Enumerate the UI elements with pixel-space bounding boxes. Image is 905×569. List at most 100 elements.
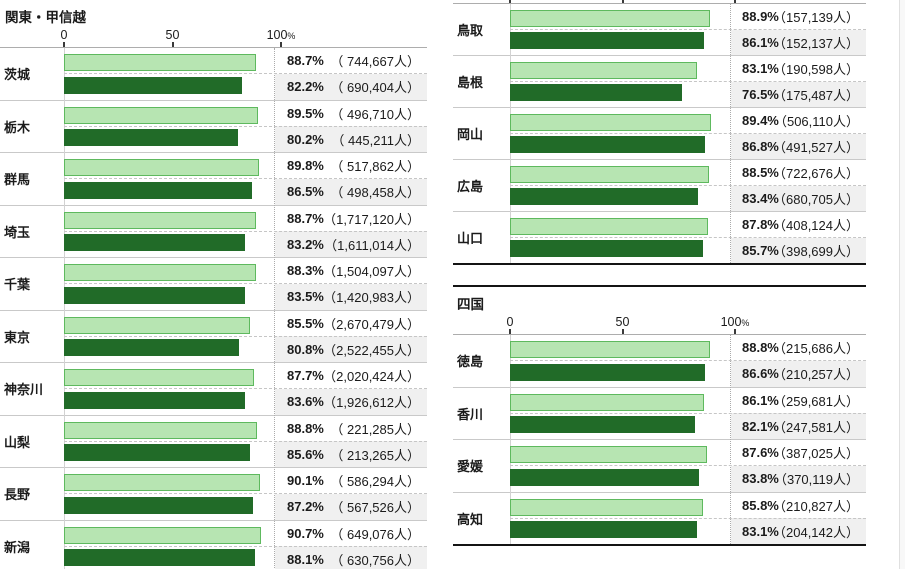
axis-tick-stub xyxy=(509,0,511,3)
percent-label: 87.8% xyxy=(742,217,779,233)
bar-dark-lower xyxy=(64,181,252,199)
count-label: （210,257人） xyxy=(773,367,859,383)
prefecture-row: 埼玉 88.7% （1,717,120人） 83.2% （1,611,014人） xyxy=(0,206,427,258)
prefecture-row: 神奈川 87.7% （2,020,424人） 83.6% （1,926,612人） xyxy=(0,363,427,416)
chart-section-shikoku: 四国 0 50 100% 徳島 88.8% （215,686人） 86.6% （210,257… xyxy=(453,285,866,546)
percent-label: 86.6% xyxy=(742,366,779,382)
prefecture-label: 長野 xyxy=(4,487,31,503)
count-label: （210,827人） xyxy=(773,498,859,514)
prefecture-label: 東京 xyxy=(4,329,31,345)
axis-tick-stub xyxy=(621,0,624,3)
percent-label: 83.1% xyxy=(742,523,779,539)
bar-divider xyxy=(64,440,427,442)
percent-label: 82.2% xyxy=(287,79,324,95)
bar-dark-lower xyxy=(64,234,245,251)
axis-tick-label: 0 xyxy=(60,28,68,42)
bar-divider xyxy=(510,185,866,186)
count-label: （387,025人） xyxy=(773,446,859,462)
percent-label: 85.6% xyxy=(287,446,324,462)
count-label: （1,420,983人） xyxy=(323,290,420,306)
bar-dark-lower xyxy=(64,444,250,461)
count-label: （215,686人） xyxy=(773,341,859,357)
bar-light-upper xyxy=(510,393,704,411)
bar-light-upper xyxy=(64,369,255,386)
row-alt-background xyxy=(275,493,427,520)
count-label: （ 498,458人） xyxy=(330,185,420,201)
bar-light-upper xyxy=(64,106,259,124)
prefecture-row: 広島 88.5% （722,676人） 83.4% （680,705人） xyxy=(453,160,866,212)
percent-label: 80.2% xyxy=(287,131,324,147)
bar-divider xyxy=(64,335,427,337)
count-label: （ 586,294人） xyxy=(330,474,420,490)
percent-label: 88.8% xyxy=(287,420,324,436)
row-alt-background xyxy=(731,237,866,263)
axis-baseline xyxy=(64,48,65,569)
count-label: （157,139人） xyxy=(773,10,859,26)
count-label: （ 567,526人） xyxy=(330,500,420,516)
row-alt-background xyxy=(275,546,427,569)
count-label: （152,137人） xyxy=(773,35,859,51)
axis-tick xyxy=(171,42,174,47)
prefecture-label: 群馬 xyxy=(4,172,31,188)
axis-tick xyxy=(734,329,736,334)
percent-label: 83.8% xyxy=(742,471,779,487)
bar-divider xyxy=(64,230,427,232)
count-label: （2,020,424人） xyxy=(323,369,420,385)
count-label: （1,926,612人） xyxy=(323,395,420,411)
percent-label: 83.5% xyxy=(287,289,324,305)
count-label: （1,717,120人） xyxy=(323,211,420,227)
bar-dark-lower xyxy=(510,521,697,538)
bar-divider xyxy=(64,388,427,390)
prefecture-row: 千葉 88.3% （1,504,097人） 83.5% （1,420,983人） xyxy=(0,258,427,311)
percent-label: 83.4% xyxy=(742,190,779,206)
axis-baseline xyxy=(510,335,511,544)
value-column-divider xyxy=(730,335,731,544)
percent-label: 83.2% xyxy=(287,236,324,252)
count-label: （ 445,211人） xyxy=(331,132,420,148)
count-label: （259,681人） xyxy=(773,393,859,409)
section-title: 関東・甲信越 xyxy=(5,10,86,25)
bar-divider xyxy=(510,517,866,519)
axis-tick-label: 50 xyxy=(615,315,630,329)
percent-label: 83.1% xyxy=(742,61,779,77)
prefecture-label: 愛媛 xyxy=(457,459,484,475)
prefecture-label: 島根 xyxy=(457,75,484,90)
count-label: （175,487人） xyxy=(773,87,859,103)
row-alt-background xyxy=(731,518,866,544)
bar-dark-lower xyxy=(510,240,703,257)
prefecture-row: 島根 83.1% （190,598人） 76.5% （175,487人） xyxy=(453,56,866,108)
percent-label: 82.1% xyxy=(742,418,779,434)
row-alt-background xyxy=(731,29,866,55)
prefecture-label: 山梨 xyxy=(4,434,31,450)
bar-dark-lower xyxy=(510,84,683,101)
bar-table: 茨城 88.7% （ 744,667人） 82.2% （ 690,404人） 栃木 89.5… xyxy=(0,47,427,569)
percent-label: 88.7% xyxy=(287,53,324,69)
count-label: （204,142人） xyxy=(773,524,859,540)
percent-label: 86.8% xyxy=(742,138,779,154)
bar-dark-lower xyxy=(64,339,240,356)
percent-label: 89.5% xyxy=(287,105,324,121)
bar-light-upper xyxy=(64,526,261,544)
row-alt-background xyxy=(731,133,866,159)
prefecture-row: 群馬 89.8% （ 517,862人） 86.5% （ 498,458人） xyxy=(0,153,427,206)
scrollbar[interactable] xyxy=(899,0,905,569)
percent-label: 88.5% xyxy=(742,165,779,181)
bar-table: 鳥取 88.9% （157,139人） 86.1% （152,137人） 島根 83.1% （… xyxy=(453,3,866,265)
percent-label: 86.1% xyxy=(742,34,779,50)
bar-divider xyxy=(64,125,427,127)
row-alt-background xyxy=(731,360,866,387)
chart-section-kanto-koshinetsu: 関東・甲信越 0 50 100% 茨城 88.7% （ 744,667人） 82.2% （ 6… xyxy=(0,0,427,569)
count-label: （408,124人） xyxy=(773,218,859,234)
axis-tick xyxy=(509,329,511,334)
row-alt-background xyxy=(731,413,866,439)
prefecture-label: 広島 xyxy=(457,179,484,194)
bar-divider xyxy=(510,237,866,238)
axis-tick-stub xyxy=(734,0,736,3)
axis-tick-label: 0 xyxy=(506,315,514,329)
count-label: （ 690,404人） xyxy=(330,80,420,96)
prefecture-label: 茨城 xyxy=(4,67,31,83)
bar-divider xyxy=(64,493,427,495)
prefecture-label: 高知 xyxy=(457,511,484,527)
axis-tick-label: 100% xyxy=(720,315,750,329)
bar-light-upper xyxy=(510,166,710,183)
